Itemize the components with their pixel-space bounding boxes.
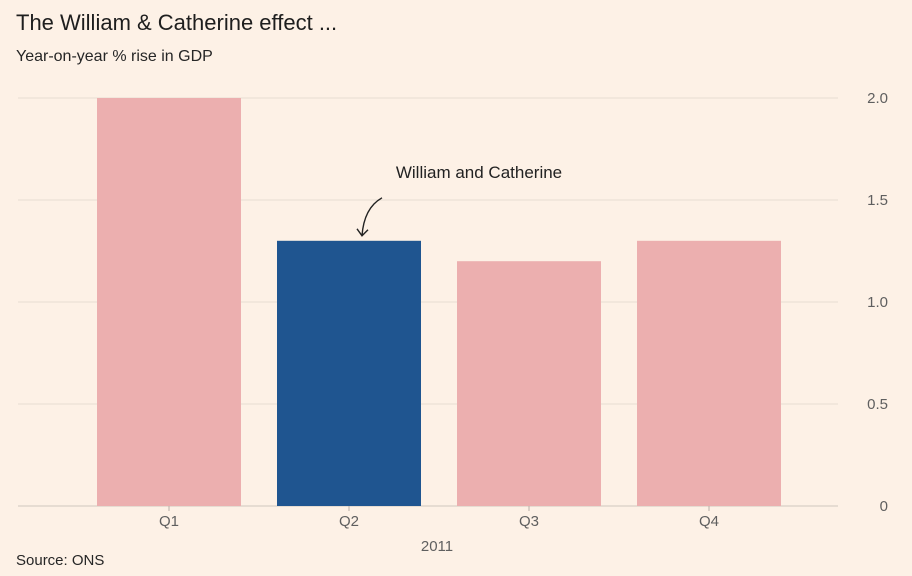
chart-title: The William & Catherine effect ...	[16, 10, 338, 35]
x-category-label: Q3	[519, 513, 539, 530]
x-category-label: Q4	[699, 513, 719, 530]
chart-subtitle: Year-on-year % rise in GDP	[16, 48, 213, 65]
source-note: Source: ONS	[16, 552, 105, 569]
bar-q3	[457, 261, 601, 506]
annotation-label: William and Catherine	[396, 163, 562, 182]
y-tick-label: 2.0	[867, 90, 888, 107]
y-tick-label: 0.5	[867, 396, 888, 413]
bar-q1	[97, 98, 241, 506]
y-axis-ticks: 0 0.5 1.0 1.5 2.0	[867, 90, 888, 515]
bar-q2	[277, 240, 421, 507]
x-axis-label: 2011	[421, 538, 453, 555]
x-category-label: Q2	[339, 513, 359, 530]
y-tick-label: 0	[880, 498, 888, 515]
annotation-arrow-icon	[356, 197, 383, 237]
bar-q4	[637, 240, 781, 507]
bars	[97, 98, 781, 507]
x-category-label: Q1	[159, 513, 179, 530]
x-axis-categories: Q1 Q2 Q3 Q4	[159, 506, 719, 530]
y-tick-label: 1.0	[867, 294, 888, 311]
y-tick-label: 1.5	[867, 192, 888, 209]
annotation: William and Catherine	[356, 163, 562, 237]
